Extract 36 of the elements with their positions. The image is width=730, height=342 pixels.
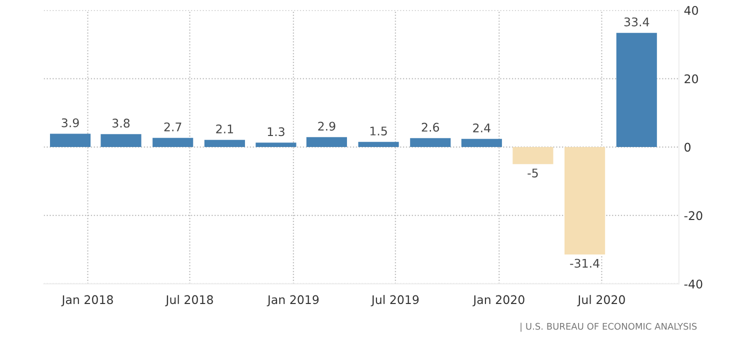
x-tick-label: Jan 2018: [61, 295, 113, 306]
y-tick-label: -20: [684, 211, 702, 220]
bar: [358, 142, 399, 148]
data-label: -5: [528, 168, 538, 178]
data-label: 3.8: [112, 118, 130, 128]
y-tick-label: 40: [684, 6, 698, 15]
data-label: 33.4: [624, 17, 650, 26]
x-tick-label: Jan 2020: [472, 295, 524, 306]
y-tick-label: 20: [684, 74, 698, 84]
bar: [204, 140, 245, 148]
y-tick-label: -40: [684, 280, 702, 289]
text: | U.S. BUREAU OF ECONOMIC ANALYSIS: [520, 322, 697, 332]
data-label: 3.9: [62, 118, 79, 128]
bar: [461, 138, 502, 148]
bar: [564, 147, 606, 254]
data-label: -31.4: [570, 258, 600, 268]
data-label: 1.3: [268, 127, 284, 136]
data-label: 2.9: [318, 122, 336, 131]
x-tick-label: Jan 2019: [266, 295, 319, 306]
bar: [410, 138, 451, 148]
y-tick-label: 0: [684, 142, 690, 152]
x-tick-label: Jul 2020: [577, 294, 625, 306]
data-label: 2.4: [473, 123, 490, 132]
x-tick-label: Jul 2018: [165, 294, 213, 306]
bar: [100, 134, 142, 148]
bar: [152, 138, 194, 148]
bar: [256, 142, 296, 148]
bar: [50, 134, 91, 148]
data-label: 1.5: [370, 126, 387, 136]
data-label: 2.1: [216, 124, 233, 134]
bar: [616, 32, 657, 148]
data-label: 2.7: [164, 122, 182, 132]
x-tick-label: Jul 2019: [370, 294, 419, 306]
bar: [512, 147, 554, 164]
bar: [306, 137, 347, 148]
data-label: 2.6: [422, 122, 440, 132]
